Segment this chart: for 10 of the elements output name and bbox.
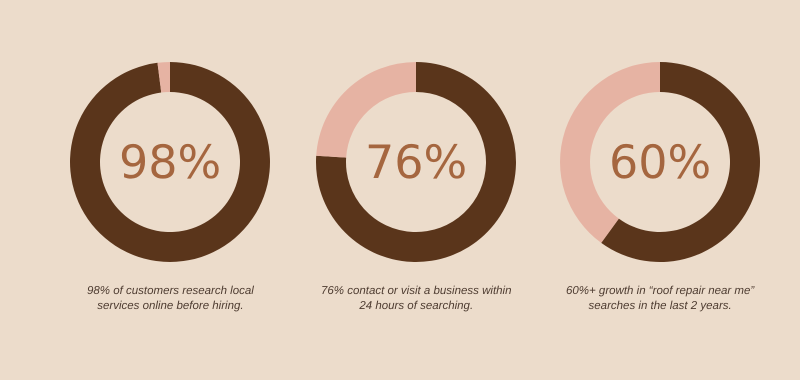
donut-slice xyxy=(601,62,760,262)
donut-slice xyxy=(316,62,516,262)
donut-slice xyxy=(157,62,170,93)
donut-slice xyxy=(70,62,270,262)
text: 98% xyxy=(119,135,222,189)
text: 76% xyxy=(365,135,468,189)
text: 60% xyxy=(609,135,712,189)
text: 76% contact or visit a business within 24 hours of searching. xyxy=(321,285,512,312)
text: 98% of customers research local services online before hiring. xyxy=(87,285,254,312)
text: 60%+ growth in “roof repair near me” searches in the last 2 years. xyxy=(566,285,756,312)
